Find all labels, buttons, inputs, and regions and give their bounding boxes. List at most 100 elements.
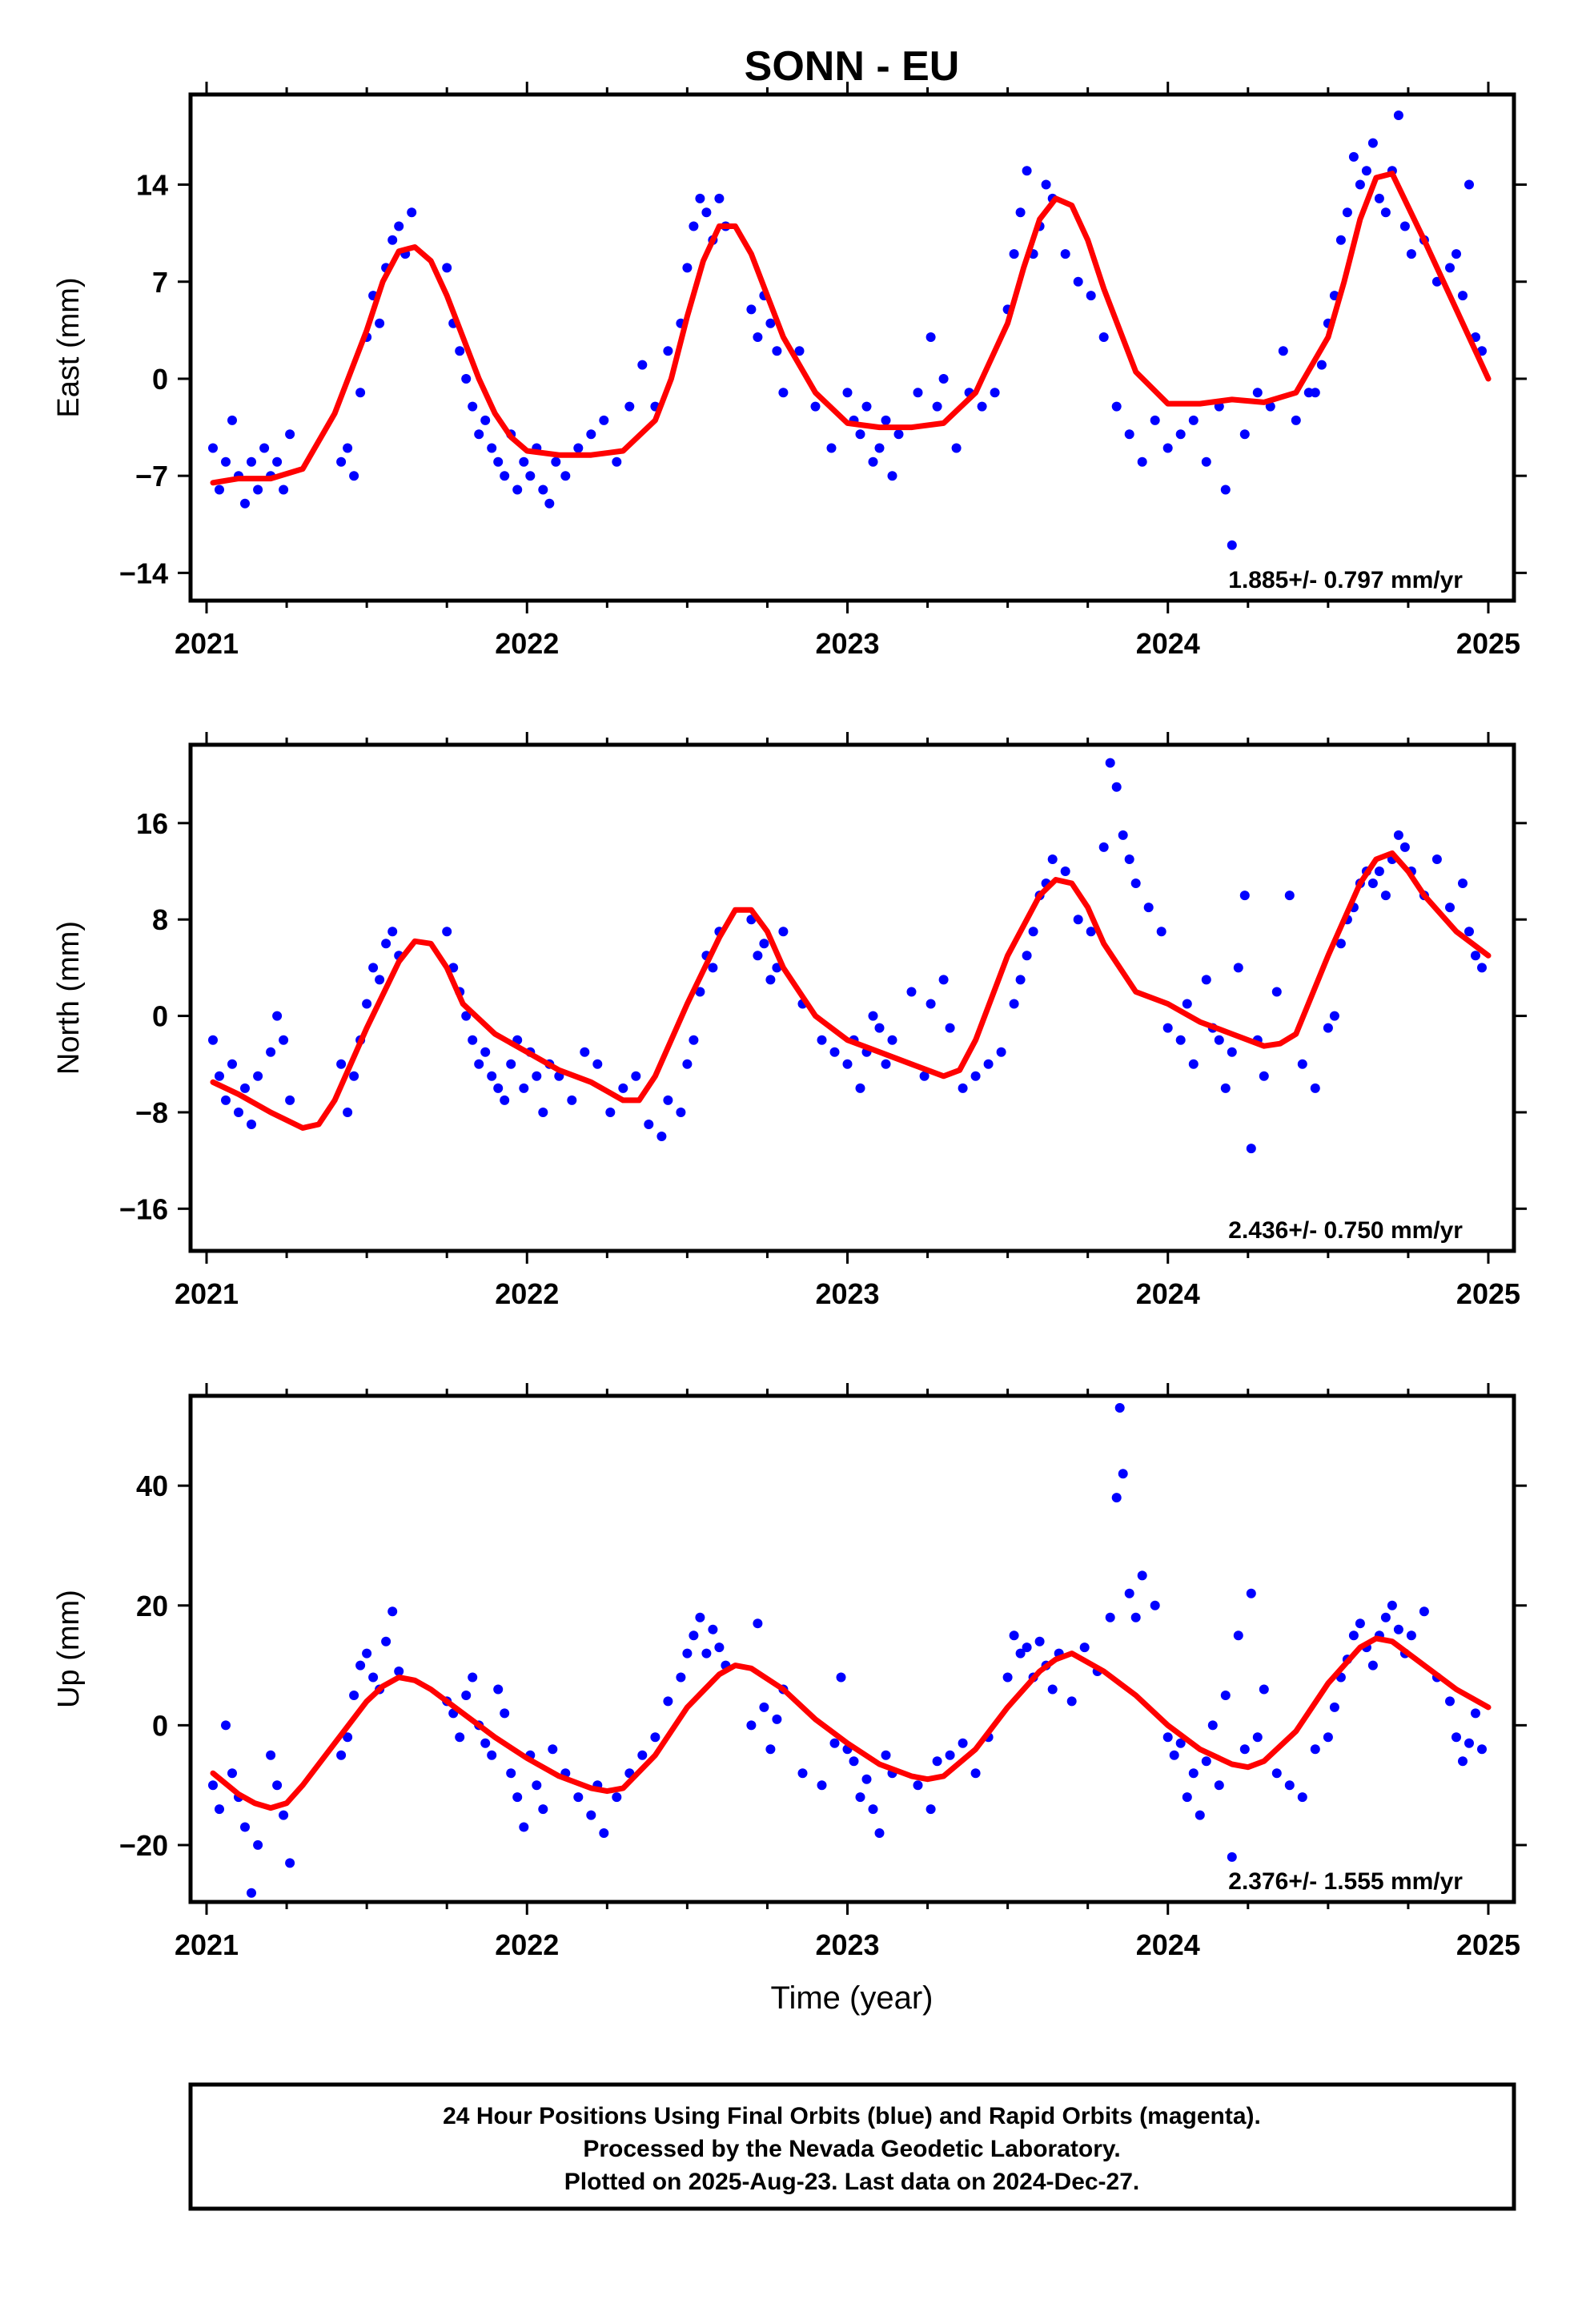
east-data-point — [926, 332, 936, 342]
east-data-point — [525, 471, 536, 481]
north-data-point — [938, 975, 949, 985]
east-data-point — [1348, 151, 1359, 162]
north-data-point — [1130, 879, 1141, 888]
north-data-point — [1028, 927, 1038, 937]
up-data-point — [1252, 1732, 1263, 1743]
up-data-point — [343, 1732, 353, 1743]
up-data-point — [1175, 1738, 1186, 1748]
north-data-point — [996, 1047, 1006, 1057]
north-data-point — [983, 1059, 994, 1069]
up-x-tick-label: 2023 — [815, 1928, 879, 1961]
north-data-point — [842, 1059, 853, 1069]
north-y-tick-label: 16 — [136, 807, 168, 840]
east-data-point — [1162, 443, 1173, 453]
east-data-point — [1111, 401, 1122, 412]
east-data-point — [599, 415, 609, 425]
north-data-point — [1022, 951, 1032, 961]
east-data-point — [279, 485, 289, 495]
north-x-tick-label: 2023 — [815, 1277, 879, 1310]
north-data-layer — [208, 758, 1492, 1154]
north-data-point — [906, 987, 917, 997]
up-data-point — [336, 1750, 347, 1760]
north-x-tick-label: 2022 — [495, 1277, 559, 1310]
north-data-point — [493, 1083, 504, 1093]
north-data-point — [829, 1047, 840, 1057]
east-data-point — [701, 207, 712, 218]
north-x-tick-label: 2021 — [175, 1277, 239, 1310]
up-data-point — [1114, 1403, 1125, 1413]
up-data-point — [797, 1768, 808, 1779]
north-data-point — [1233, 963, 1243, 973]
up-data-point — [1015, 1648, 1026, 1659]
up-data-point — [532, 1780, 542, 1791]
up-data-point — [1169, 1750, 1179, 1760]
east-data-point — [753, 332, 763, 342]
east-data-point — [868, 456, 878, 467]
up-frame — [188, 1393, 1516, 1904]
north-data-point — [253, 1071, 263, 1081]
north-data-point — [1086, 927, 1096, 937]
north-y-tick-label: −8 — [135, 1096, 168, 1129]
east-data-point — [500, 471, 510, 481]
east-data-point — [1252, 388, 1263, 398]
north-data-point — [487, 1071, 497, 1081]
east-data-point — [487, 443, 497, 453]
up-data-point — [1105, 1612, 1115, 1622]
north-data-point — [368, 963, 379, 973]
east-data-point — [474, 429, 484, 440]
north-x-tick-label: 2025 — [1456, 1277, 1520, 1310]
north-data-point — [958, 1083, 968, 1093]
up-data-point — [970, 1768, 981, 1779]
east-data-point — [221, 456, 231, 467]
north-data-point — [381, 939, 391, 949]
north-data-point — [1458, 879, 1468, 888]
north-data-point — [1111, 782, 1122, 792]
east-data-point — [493, 456, 504, 467]
east-data-point — [1073, 276, 1083, 287]
east-data-point — [259, 443, 270, 453]
up-data-point — [817, 1780, 827, 1791]
up-data-point — [849, 1756, 859, 1767]
east-data-point — [1060, 249, 1070, 259]
up-data-point — [1079, 1642, 1090, 1653]
caption-line-3: Plotted on 2025-Aug-23. Last data on 202… — [564, 2169, 1140, 2195]
east-data-point — [407, 207, 417, 218]
east-y-tick-label: −14 — [119, 557, 168, 589]
up-data-point — [1246, 1588, 1256, 1598]
up-data-point — [349, 1691, 359, 1700]
east-data-point — [1227, 540, 1237, 550]
north-frame — [188, 742, 1516, 1253]
north-data-point — [689, 1035, 699, 1045]
north-data-point — [266, 1047, 276, 1057]
east-data-point — [1150, 415, 1160, 425]
up-data-point — [861, 1774, 872, 1784]
east-data-point — [778, 388, 789, 398]
east-data-point — [637, 360, 648, 370]
east-x-tick-label: 2024 — [1136, 627, 1200, 660]
east-data-point — [1452, 249, 1461, 259]
north-data-point — [1399, 842, 1410, 852]
up-data-point — [1284, 1780, 1295, 1791]
up-data-point — [279, 1810, 289, 1820]
caption-line-2: Processed by the Nevada Geodetic Laborat… — [583, 2136, 1120, 2162]
up-data-point — [1150, 1600, 1160, 1610]
up-x-tick-label: 2022 — [495, 1928, 559, 1961]
east-data-point — [227, 415, 237, 425]
north-data-point — [618, 1083, 628, 1093]
up-y-tick-label: 40 — [136, 1470, 168, 1502]
up-data-point — [1022, 1642, 1032, 1653]
north-rate-annotation: 2.436+/- 0.750 mm/yr — [1228, 1217, 1463, 1244]
north-data-point — [881, 1059, 891, 1069]
east-y-tick-label: −7 — [135, 460, 168, 493]
north-data-point — [1015, 975, 1026, 985]
east-data-point — [1278, 346, 1288, 356]
north-y-tick-label: −16 — [119, 1192, 168, 1225]
up-data-point — [1034, 1636, 1045, 1647]
up-data-point — [468, 1672, 478, 1683]
east-y-axis-label: East (mm) — [52, 277, 86, 417]
up-data-point — [676, 1672, 686, 1683]
up-data-point — [487, 1750, 497, 1760]
up-data-point — [221, 1720, 231, 1731]
up-data-point — [1201, 1756, 1211, 1767]
up-data-point — [1214, 1780, 1224, 1791]
